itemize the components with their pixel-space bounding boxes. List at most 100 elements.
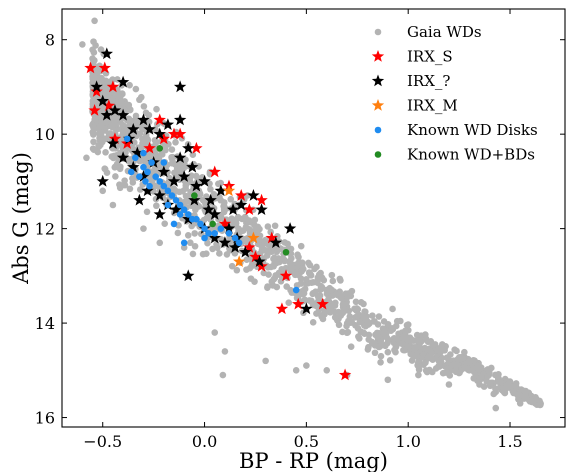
data-point bbox=[253, 255, 266, 267]
data-point bbox=[152, 182, 160, 190]
data-point bbox=[253, 225, 261, 233]
data-point bbox=[337, 312, 345, 319]
data-point bbox=[362, 314, 370, 321]
data-point bbox=[220, 208, 228, 216]
data-point bbox=[114, 92, 122, 100]
data-point bbox=[331, 302, 339, 309]
data-point bbox=[233, 266, 241, 274]
data-point bbox=[104, 118, 111, 125]
data-point bbox=[190, 141, 203, 154]
data-point bbox=[201, 234, 208, 242]
data-point bbox=[144, 136, 152, 144]
data-point bbox=[95, 130, 103, 137]
data-point bbox=[466, 357, 474, 365]
data-point bbox=[307, 272, 315, 279]
data-point bbox=[97, 77, 105, 84]
data-point bbox=[413, 343, 420, 351]
data-point bbox=[238, 227, 246, 235]
data-point bbox=[198, 174, 211, 187]
data-point bbox=[243, 238, 250, 246]
data-point bbox=[111, 120, 118, 128]
data-point bbox=[102, 99, 116, 112]
data-point bbox=[119, 104, 126, 111]
legend-label: Known WD+BDs bbox=[407, 146, 535, 164]
data-point bbox=[413, 331, 421, 339]
data-point bbox=[89, 75, 96, 83]
data-point bbox=[380, 329, 387, 337]
data-point bbox=[393, 317, 401, 325]
data-point bbox=[404, 343, 412, 351]
y-tick-label: 12 bbox=[35, 220, 55, 239]
legend-item: Known WD Disks bbox=[374, 121, 538, 139]
data-point bbox=[94, 148, 102, 156]
data-point bbox=[255, 193, 268, 206]
data-point bbox=[207, 185, 214, 193]
data-point bbox=[145, 118, 153, 126]
data-point bbox=[160, 182, 168, 190]
data-point bbox=[219, 371, 227, 379]
ticks-layer: −0.5 0.0 0.5 1.0 1.5 8 10 12 14 16 bbox=[35, 9, 565, 451]
data-point bbox=[384, 339, 391, 347]
data-point bbox=[376, 343, 384, 350]
data-point bbox=[234, 213, 242, 221]
data-point bbox=[492, 404, 500, 412]
data-point bbox=[247, 189, 260, 201]
data-point bbox=[189, 250, 197, 258]
data-point bbox=[153, 202, 160, 210]
x-tick-label: 0.0 bbox=[192, 432, 217, 451]
data-point bbox=[222, 184, 236, 197]
data-point bbox=[137, 113, 150, 126]
data-point bbox=[218, 236, 232, 249]
data-point bbox=[247, 231, 260, 244]
data-point bbox=[127, 122, 140, 135]
data-point bbox=[98, 61, 111, 74]
data-point bbox=[143, 141, 156, 154]
data-point bbox=[148, 159, 155, 166]
data-point bbox=[167, 174, 181, 187]
y-axis-title: Abs G (mag) bbox=[9, 152, 33, 285]
data-point bbox=[470, 375, 478, 382]
data-point bbox=[157, 165, 170, 178]
legend-label: IRX_? bbox=[407, 72, 450, 90]
data-point bbox=[170, 220, 178, 228]
data-point bbox=[426, 366, 433, 374]
data-point bbox=[429, 341, 437, 349]
data-point bbox=[156, 145, 164, 152]
data-point bbox=[131, 146, 144, 159]
data-point bbox=[352, 298, 360, 306]
data-point bbox=[459, 355, 467, 363]
data-point bbox=[298, 267, 305, 275]
data-point bbox=[377, 352, 385, 360]
data-point bbox=[477, 364, 485, 372]
data-point bbox=[512, 383, 520, 391]
data-point bbox=[377, 359, 384, 366]
data-point bbox=[137, 144, 145, 151]
data-point bbox=[108, 153, 116, 160]
data-point bbox=[256, 232, 264, 240]
data-point bbox=[356, 335, 363, 342]
data-point bbox=[127, 160, 140, 173]
legend-item: Known WD+BDs bbox=[374, 146, 535, 164]
data-point bbox=[255, 203, 268, 215]
data-point bbox=[144, 168, 151, 176]
data-point bbox=[255, 259, 268, 272]
data-point bbox=[533, 396, 540, 403]
data-point bbox=[476, 381, 483, 388]
data-point bbox=[329, 277, 337, 285]
data-point bbox=[311, 300, 319, 308]
data-point bbox=[164, 201, 172, 209]
data-point bbox=[116, 75, 130, 88]
data-point bbox=[211, 329, 219, 336]
data-point bbox=[143, 208, 151, 216]
data-point bbox=[174, 229, 182, 237]
data-point bbox=[335, 321, 343, 329]
data-point bbox=[123, 135, 131, 143]
data-point bbox=[235, 239, 243, 247]
data-point bbox=[354, 324, 362, 332]
data-point bbox=[152, 168, 160, 175]
data-point bbox=[422, 359, 429, 366]
legend-item: IRX_? bbox=[371, 72, 450, 90]
data-point bbox=[384, 376, 392, 384]
data-point bbox=[309, 278, 317, 286]
